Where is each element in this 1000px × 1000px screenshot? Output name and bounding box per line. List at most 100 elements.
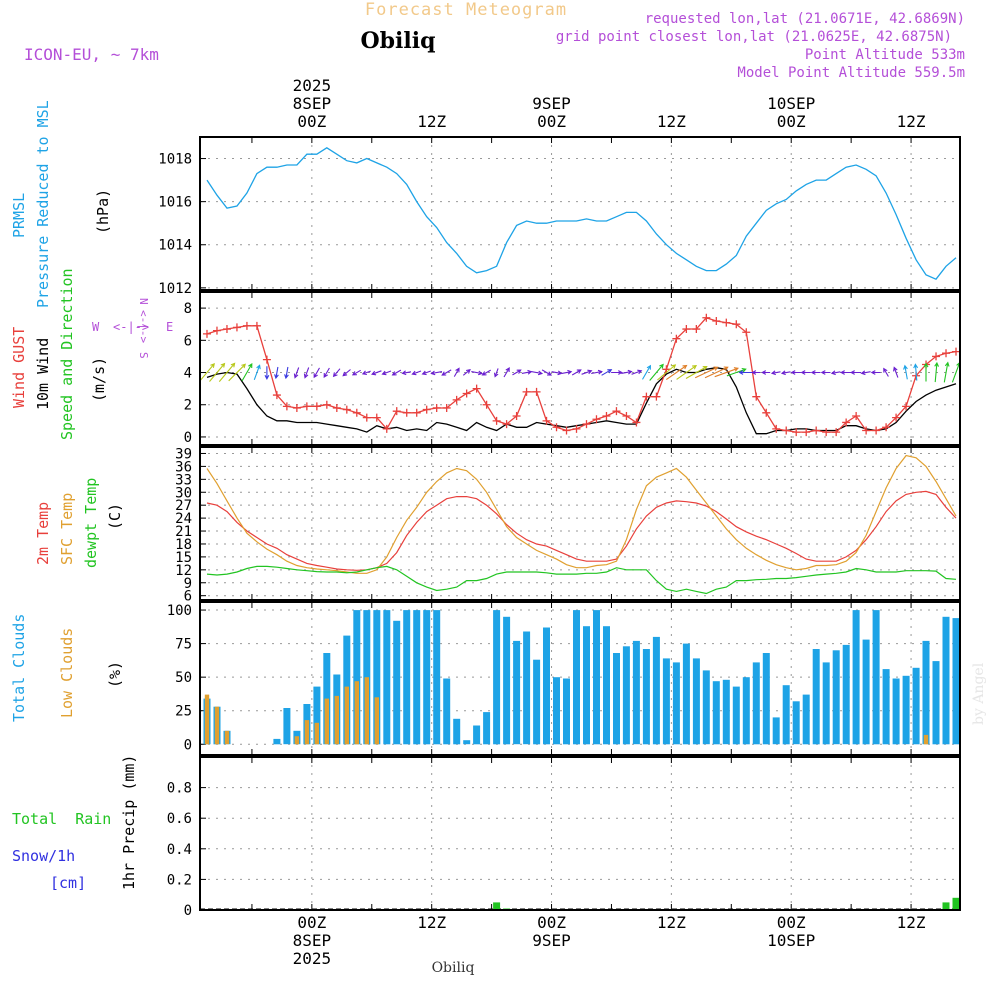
gust-marker (642, 392, 651, 401)
credit-watermark: by Angel (971, 662, 987, 725)
low-cloud-bar (294, 736, 300, 745)
gust-marker (892, 413, 901, 422)
total-cloud-bar (583, 626, 590, 745)
gust-marker (812, 426, 821, 435)
gust-marker (412, 408, 421, 417)
precip-border (199, 756, 961, 911)
total-cloud-bar (613, 653, 620, 745)
gust-marker (932, 352, 941, 361)
gust-marker (622, 412, 631, 421)
gust-marker (632, 418, 641, 427)
wind-arrow (726, 367, 747, 377)
total-cloud-bar (952, 618, 960, 745)
wind-arrow (218, 362, 236, 382)
gust-marker (872, 426, 881, 435)
total-cloud-bar (493, 610, 501, 745)
y-tick-label: 50 (175, 670, 192, 686)
sfc-temp-line (206, 454, 957, 574)
total-cloud-bar (273, 738, 281, 745)
wind-arrow (694, 366, 719, 379)
bottom-time-label: 12Z (657, 913, 686, 932)
wind-arrow (685, 366, 708, 379)
wind-arrow (323, 367, 330, 378)
wind-arrow (790, 370, 801, 375)
wind-arrow (471, 370, 484, 376)
gust-marker (322, 400, 331, 409)
total-cloud-bar (862, 639, 870, 745)
gust-marker (342, 405, 351, 414)
low-cloud-bar (224, 730, 230, 745)
t2m-label: 2m Temp (34, 502, 52, 565)
wind-arrow (430, 370, 443, 376)
total-cloud-bar (902, 675, 910, 745)
wind-arrow (571, 369, 582, 376)
bottom-time-label: 10SEP (767, 931, 815, 950)
gust-marker (862, 426, 871, 435)
total-cloud-bar (573, 610, 580, 745)
gust-marker (472, 384, 481, 393)
pressure-labels: PRMSL Pressure Reduced to MSL (hPa) (10, 100, 112, 308)
y-tick-label: 0 (184, 737, 192, 753)
gust-marker (562, 426, 571, 435)
station-name: Obiliq (360, 28, 435, 54)
wind-arrow (462, 368, 471, 376)
y-tick-label: 6 (184, 589, 192, 605)
y-tick-label: 8 (184, 301, 192, 317)
bottom-time-label: 12Z (897, 913, 926, 932)
gust-marker (572, 424, 581, 433)
gust-marker (822, 428, 831, 437)
gust-marker (272, 391, 281, 400)
wind-arrow (913, 363, 919, 381)
y-tick-label: 0.8 (167, 781, 192, 797)
total-cloud-bar (503, 616, 511, 745)
gust-marker (552, 423, 561, 432)
wind-arrow (830, 370, 841, 376)
gust-marker (702, 313, 711, 322)
pressure-line (206, 147, 957, 280)
y-tick-label: 36 (175, 459, 192, 475)
wind-arrow (581, 369, 593, 375)
total-cloud-bar (662, 658, 670, 745)
total-cloud-bar (922, 640, 930, 745)
gust-marker (942, 349, 951, 358)
wind-arrow (274, 366, 279, 380)
gust-marker (372, 413, 381, 422)
sfc-label: SFC Temp (58, 493, 76, 565)
gust-marker (402, 408, 411, 417)
pressure-border (199, 136, 961, 291)
wind-arrow (264, 366, 270, 380)
total-cloud-bar (932, 661, 940, 745)
wind-panel: 0 2 4 6 8 (184, 291, 961, 446)
y-tick-label: 30 (175, 485, 192, 501)
temp-border (199, 446, 961, 601)
gust-marker (762, 408, 771, 417)
wind-arrow (453, 367, 460, 377)
gust-marker (782, 426, 791, 435)
wind-arrow (332, 368, 341, 378)
y-tick-label: 4 (184, 366, 192, 382)
gust-marker (832, 428, 841, 437)
gust-marker (802, 428, 811, 437)
y-tick-label: 18 (175, 537, 192, 553)
total-cloud-bar (772, 717, 780, 745)
rain-bar (952, 897, 960, 910)
precip-unit: 1hr Precip (mm) (120, 755, 138, 890)
gust-marker (772, 424, 781, 433)
wind-arrow (293, 367, 300, 379)
total-cloud-bar (393, 620, 401, 745)
wind-arrow (631, 369, 643, 375)
total-cloud-bar (373, 610, 381, 745)
total-cloud-bar (453, 718, 461, 745)
wind-arrow (441, 369, 452, 376)
total-cloud-bar (802, 694, 810, 745)
wind10m-line (206, 367, 957, 435)
wind-arrow (591, 369, 603, 375)
snow-unit-label: [cm] (50, 874, 86, 892)
y-tick-label: 27 (175, 498, 192, 514)
top-time-label: 2025 (293, 76, 332, 95)
gust-marker (452, 395, 461, 404)
